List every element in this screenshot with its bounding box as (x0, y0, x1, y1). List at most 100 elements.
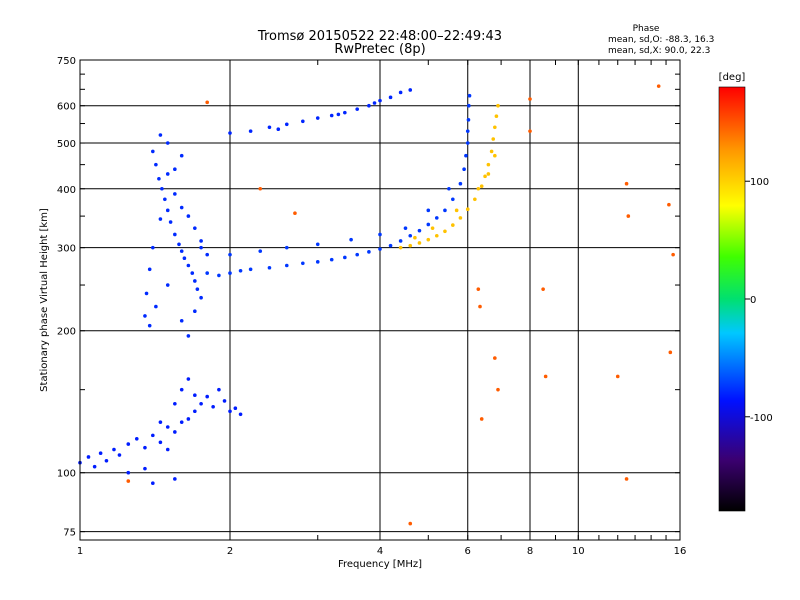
data-point-3-9 (473, 197, 477, 202)
colorbar-ticks: 100 0 -100 (745, 177, 773, 424)
data-point-1-0 (151, 149, 155, 154)
data-point-2-4 (248, 267, 253, 272)
data-point-2-33 (315, 242, 320, 247)
colorbar-tick-label-0: 100 (750, 177, 769, 188)
data-point-1-38 (199, 239, 203, 243)
data-point-4-1 (248, 129, 253, 133)
data-point-1-15 (199, 295, 203, 300)
data-point-1-18 (179, 205, 184, 210)
data-point-1-29 (193, 309, 197, 314)
data-point-2-6 (284, 263, 289, 268)
data-point-4-7 (343, 110, 347, 115)
data-point-4-2 (267, 125, 272, 130)
data-point-0-10 (151, 433, 155, 438)
data-point-1-27 (179, 318, 184, 323)
x-tick-labels: 1 2 4 6 8 10 16 (77, 546, 687, 557)
colorbar-tick-label-2: -100 (750, 413, 773, 424)
data-point-2-7 (301, 261, 305, 266)
data-point-5-5 (656, 84, 661, 88)
y-tick-label-3: 400 (57, 185, 76, 196)
data-point-5-11 (476, 287, 481, 291)
data-point-2-5 (267, 265, 272, 270)
data-point-5-16 (624, 477, 629, 481)
data-point-5-20 (126, 479, 131, 483)
x-tick-label-6: 16 (674, 546, 687, 557)
data-point-1-1 (154, 162, 158, 167)
data-point-3-0 (398, 245, 403, 250)
x-tick-label-5: 10 (572, 546, 585, 557)
data-point-1-25 (154, 304, 158, 309)
data-point-2-35 (378, 232, 382, 237)
data-point-0-17 (199, 401, 203, 406)
data-point-0-28 (179, 387, 184, 392)
data-point-1-9 (179, 249, 184, 253)
data-point-5-18 (258, 186, 263, 191)
data-point-5-1 (543, 374, 548, 379)
data-point-1-12 (190, 271, 195, 275)
data-point-4-9 (367, 103, 371, 108)
data-point-1-3 (160, 186, 164, 191)
data-point-3-1 (408, 243, 413, 248)
data-point-0-22 (228, 409, 232, 414)
y-tick-label-2: 500 (57, 139, 76, 150)
data-point-0-16 (193, 409, 197, 414)
y-tick-label-5: 200 (57, 327, 76, 338)
data-point-2-8 (315, 260, 320, 264)
data-point-1-30 (199, 245, 203, 250)
data-point-2-19 (434, 216, 439, 220)
x-tick-label-0: 1 (77, 546, 83, 557)
data-point-5-12 (478, 304, 482, 309)
data-point-1-17 (173, 192, 177, 196)
data-point-3-13 (489, 149, 494, 154)
data-point-1-5 (165, 208, 170, 213)
data-point-5-9 (493, 356, 497, 360)
data-point-0-29 (186, 377, 191, 381)
data-point-0-6 (117, 453, 122, 457)
data-point-0-15 (186, 417, 191, 421)
y-tick-label-4: 300 (57, 244, 76, 255)
data-point-2-30 (228, 252, 232, 257)
data-point-4-13 (408, 88, 413, 92)
data-point-4-6 (329, 113, 334, 118)
data-point-2-36 (403, 226, 408, 230)
data-point-2-31 (258, 249, 263, 253)
plot-frame (79, 59, 681, 541)
data-point-2-18 (426, 222, 431, 227)
data-point-2-12 (367, 250, 371, 254)
data-point-2-9 (329, 257, 334, 262)
x-tick-label-4: 8 (527, 546, 533, 557)
data-point-0-4 (104, 458, 109, 463)
data-point-0-14 (179, 420, 184, 424)
data-point-3-18 (413, 235, 417, 240)
data-point-4-8 (355, 107, 359, 111)
grid-lines (79, 59, 681, 540)
data-point-1-36 (186, 214, 191, 218)
data-point-0-23 (233, 406, 238, 411)
data-point-1-33 (165, 141, 170, 145)
data-point-5-14 (528, 97, 532, 101)
data-point-0-3 (98, 451, 103, 455)
data-point-2-25 (465, 141, 470, 145)
data-point-2-21 (451, 197, 455, 202)
data-point-5-3 (624, 181, 629, 186)
data-point-2-15 (398, 239, 403, 243)
data-point-2-34 (349, 237, 353, 242)
data-point-1-6 (168, 220, 173, 224)
data-point-1-20 (151, 245, 155, 250)
colorbar: [deg] 100 0 -100 (718, 72, 773, 512)
data-point-4-15 (336, 112, 341, 117)
data-point-2-16 (408, 233, 413, 238)
data-point-0-11 (158, 440, 163, 445)
data-point-0-18 (205, 394, 209, 399)
data-point-3-15 (493, 125, 497, 130)
data-point-1-24 (147, 323, 152, 328)
colorbar-gradient (718, 86, 746, 512)
y-tick-label-7: 75 (63, 528, 76, 539)
data-point-0-32 (126, 470, 131, 475)
phase-stats-o: mean, sd,O: -88.3, 16.3 (608, 35, 714, 45)
data-point-0-20 (217, 387, 221, 392)
data-point-3-22 (486, 172, 491, 176)
data-point-3-19 (430, 226, 435, 230)
data-point-4-0 (228, 131, 232, 135)
data-point-2-22 (458, 181, 463, 186)
